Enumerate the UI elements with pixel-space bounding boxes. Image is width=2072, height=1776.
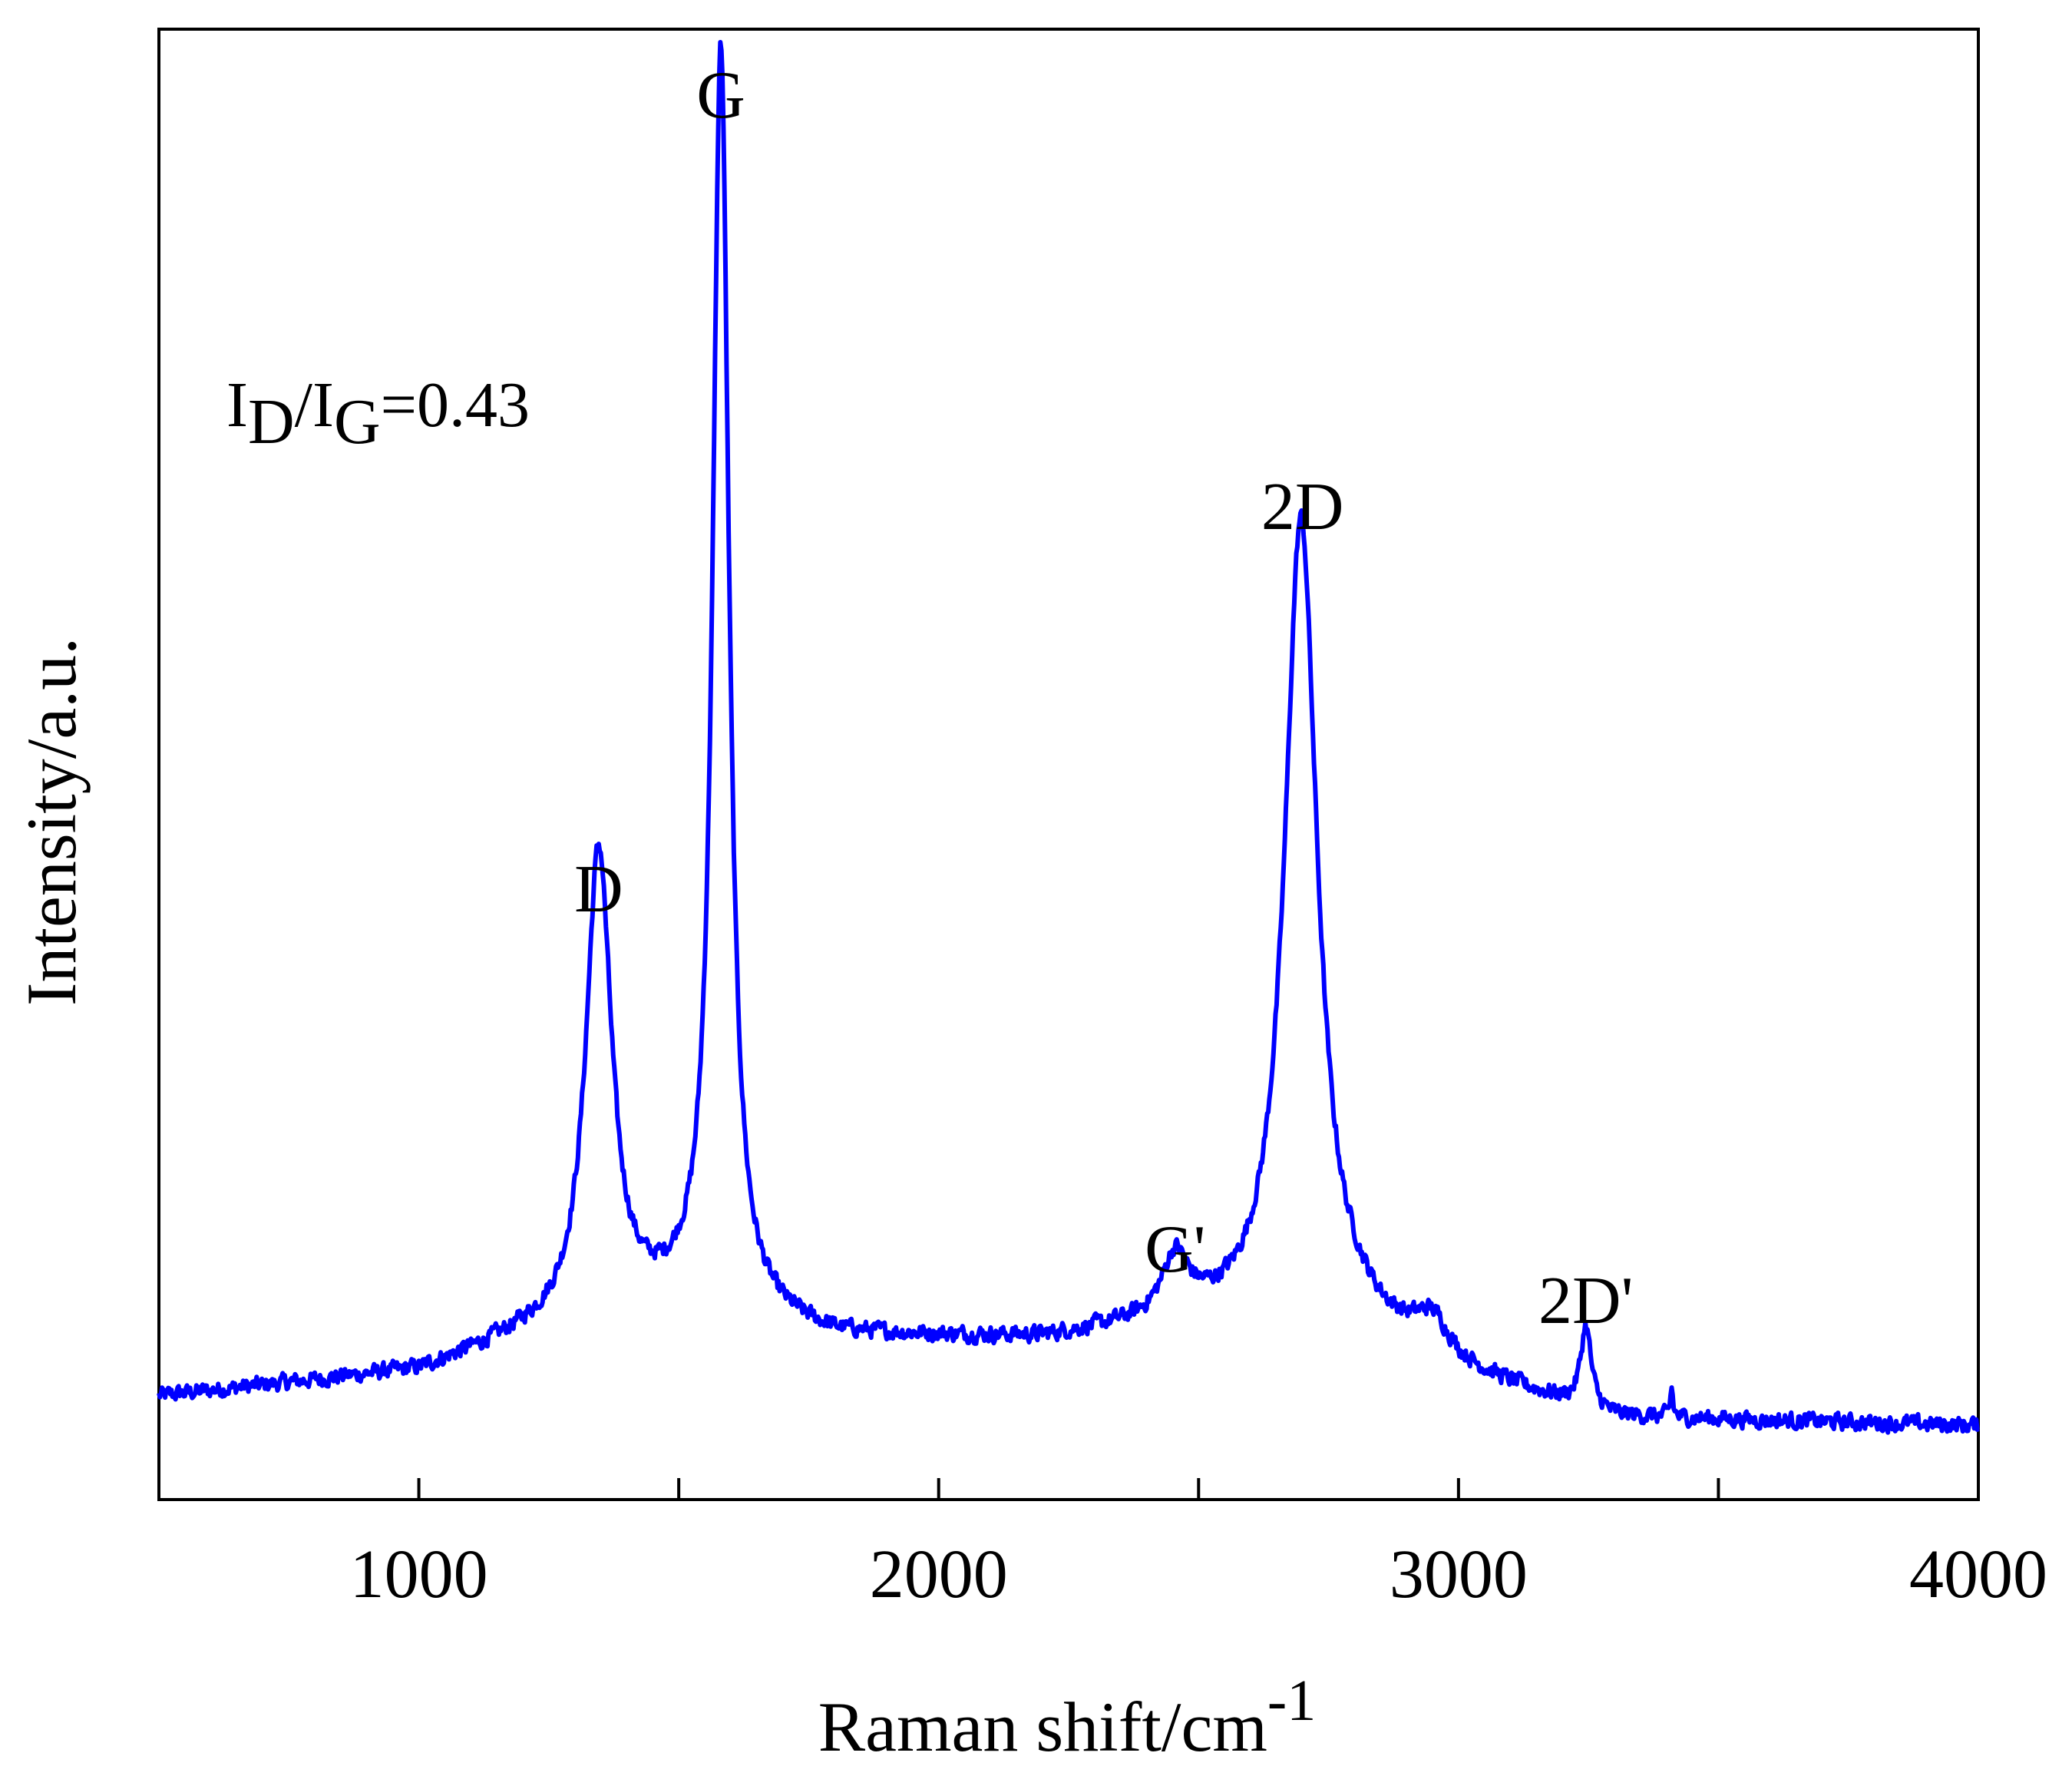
spectrum-line — [157, 40, 1980, 1435]
x-tick-label-3000: 3000 — [1390, 1536, 1528, 1612]
ratio-sub-D: D — [248, 386, 295, 458]
peak-label-3: 2D — [1261, 470, 1344, 544]
ratio-sub-G: G — [334, 386, 381, 458]
peak-label-2: G' — [1145, 1212, 1205, 1287]
x-axis-label-text: Raman shift/cm — [818, 1688, 1267, 1766]
peak-label-0: D — [574, 852, 623, 927]
ratio-I2: I — [312, 369, 334, 441]
x-tick-label-1000: 1000 — [350, 1536, 488, 1612]
plot-frame — [157, 28, 1980, 1501]
x-axis-label: Raman shift/cm-1 — [818, 1669, 1316, 1766]
ratio-slash: / — [295, 369, 313, 441]
x-tick-label-4000: 4000 — [1909, 1536, 2047, 1612]
x-axis-label-superscript: -1 — [1267, 1669, 1316, 1733]
peak-label-1: G — [696, 58, 745, 133]
ratio-label: ID/IG=0.43 — [226, 369, 530, 458]
peak-labels: D G G' 2D 2D' — [574, 58, 1633, 1338]
x-axis-tick-labels: 1000 2000 3000 4000 — [350, 1536, 2047, 1612]
x-axis-ticks — [157, 1478, 1980, 1500]
ratio-value: =0.43 — [381, 369, 530, 441]
peak-label-4: 2D' — [1538, 1264, 1633, 1338]
y-axis-label: Intensity/a.u. — [12, 637, 91, 1006]
x-tick-label-2000: 2000 — [870, 1536, 1008, 1612]
ratio-I1: I — [226, 369, 248, 441]
